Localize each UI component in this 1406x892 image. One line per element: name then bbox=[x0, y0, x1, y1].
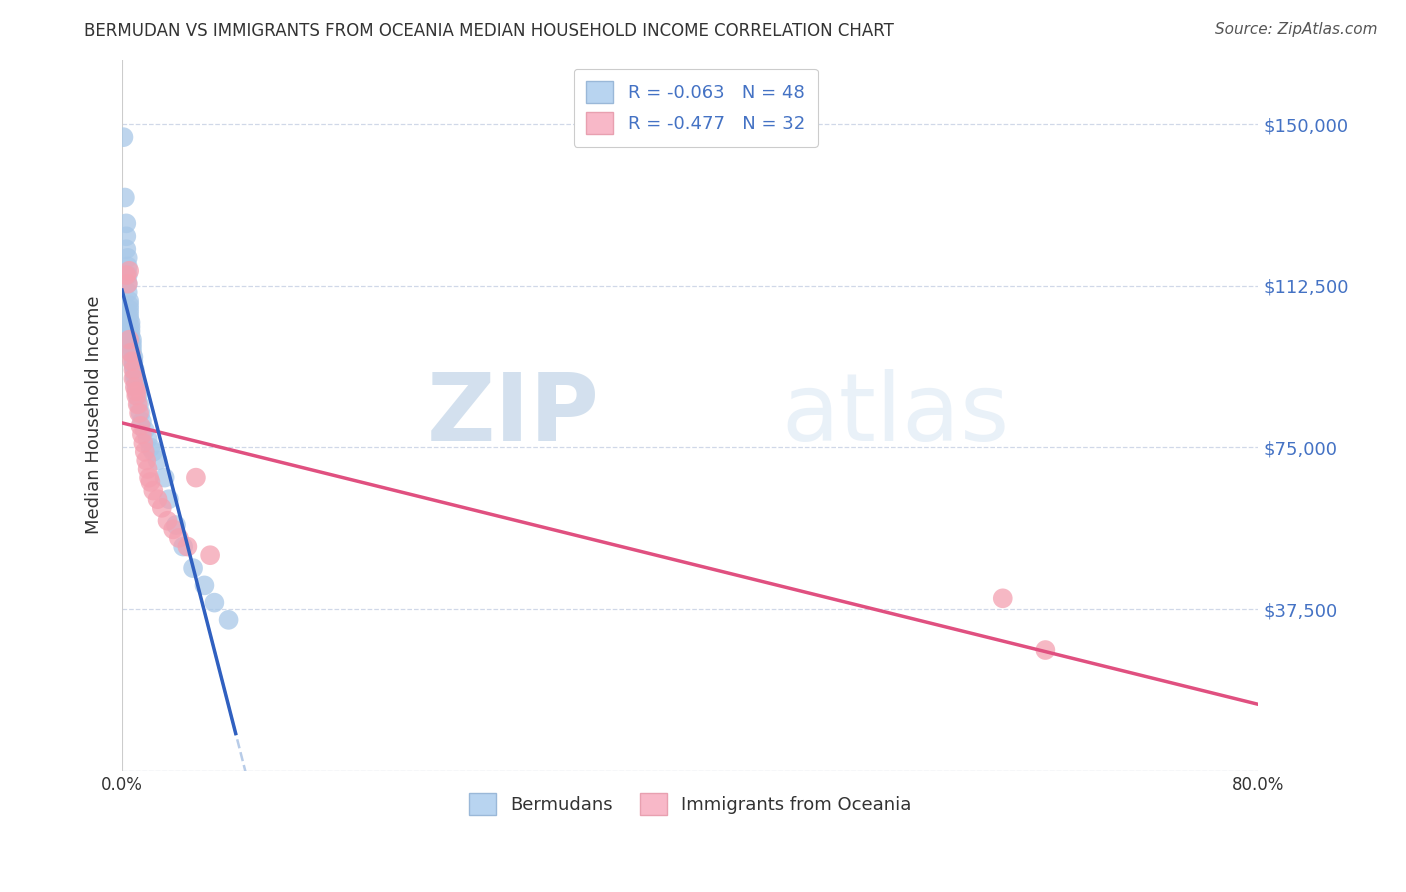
Point bbox=[117, 268, 139, 282]
Point bbox=[202, 596, 225, 610]
Point bbox=[127, 389, 149, 403]
Text: ZIP: ZIP bbox=[426, 369, 599, 461]
Point bbox=[125, 380, 148, 394]
Point bbox=[118, 302, 141, 317]
Point bbox=[156, 514, 179, 528]
Point bbox=[115, 229, 138, 244]
Point bbox=[124, 368, 146, 382]
Point bbox=[150, 500, 173, 515]
Point bbox=[165, 518, 187, 533]
Y-axis label: Median Household Income: Median Household Income bbox=[86, 296, 103, 534]
Point bbox=[120, 316, 142, 330]
Point bbox=[176, 540, 198, 554]
Point bbox=[136, 432, 159, 446]
Point bbox=[118, 293, 141, 308]
Point bbox=[198, 548, 221, 562]
Point bbox=[127, 397, 149, 411]
Point bbox=[121, 337, 143, 351]
Point bbox=[139, 475, 162, 489]
Point bbox=[172, 540, 194, 554]
Point bbox=[117, 277, 139, 291]
Text: BERMUDAN VS IMMIGRANTS FROM OCEANIA MEDIAN HOUSEHOLD INCOME CORRELATION CHART: BERMUDAN VS IMMIGRANTS FROM OCEANIA MEDI… bbox=[84, 22, 894, 40]
Point bbox=[120, 324, 142, 338]
Point bbox=[125, 389, 148, 403]
Point bbox=[118, 264, 141, 278]
Point bbox=[112, 130, 135, 145]
Point bbox=[131, 415, 153, 429]
Point bbox=[120, 319, 142, 334]
Point bbox=[121, 342, 143, 356]
Point bbox=[131, 427, 153, 442]
Point bbox=[114, 190, 136, 204]
Point bbox=[139, 441, 162, 455]
Point bbox=[184, 470, 207, 484]
Point bbox=[153, 470, 176, 484]
Point bbox=[124, 363, 146, 377]
Point bbox=[120, 345, 142, 359]
Point bbox=[142, 483, 165, 498]
Point bbox=[136, 462, 159, 476]
Point bbox=[115, 268, 138, 282]
Point bbox=[124, 380, 146, 394]
Point bbox=[157, 492, 180, 507]
Point bbox=[117, 260, 139, 274]
Point bbox=[117, 285, 139, 300]
Point bbox=[125, 376, 148, 390]
Point bbox=[134, 423, 156, 437]
Point bbox=[167, 531, 190, 545]
Point bbox=[117, 277, 139, 291]
Point bbox=[122, 363, 145, 377]
Point bbox=[115, 216, 138, 230]
Legend: Bermudans, Immigrants from Oceania: Bermudans, Immigrants from Oceania bbox=[458, 782, 922, 826]
Point bbox=[129, 406, 152, 420]
Point bbox=[138, 470, 160, 484]
Point bbox=[122, 350, 145, 364]
Point bbox=[121, 333, 143, 347]
Point bbox=[124, 371, 146, 385]
Point bbox=[181, 561, 204, 575]
Point bbox=[125, 384, 148, 399]
Point bbox=[121, 345, 143, 359]
Point bbox=[118, 298, 141, 312]
Point bbox=[146, 492, 169, 507]
Point bbox=[122, 359, 145, 373]
Point bbox=[129, 418, 152, 433]
Point bbox=[142, 444, 165, 458]
Point bbox=[991, 591, 1014, 606]
Point bbox=[218, 613, 240, 627]
Point bbox=[132, 436, 155, 450]
Point bbox=[162, 522, 184, 536]
Point bbox=[193, 578, 215, 592]
Point bbox=[122, 371, 145, 385]
Point bbox=[134, 444, 156, 458]
Text: atlas: atlas bbox=[782, 369, 1010, 461]
Point bbox=[118, 333, 141, 347]
Point bbox=[128, 397, 150, 411]
Point bbox=[135, 453, 157, 467]
Point bbox=[115, 242, 138, 256]
Point bbox=[118, 311, 141, 326]
Point bbox=[128, 406, 150, 420]
Point bbox=[1035, 643, 1057, 657]
Point bbox=[118, 307, 141, 321]
Text: Source: ZipAtlas.com: Source: ZipAtlas.com bbox=[1215, 22, 1378, 37]
Point bbox=[122, 354, 145, 368]
Point bbox=[146, 453, 169, 467]
Point bbox=[121, 354, 143, 368]
Point bbox=[120, 328, 142, 343]
Point bbox=[117, 251, 139, 265]
